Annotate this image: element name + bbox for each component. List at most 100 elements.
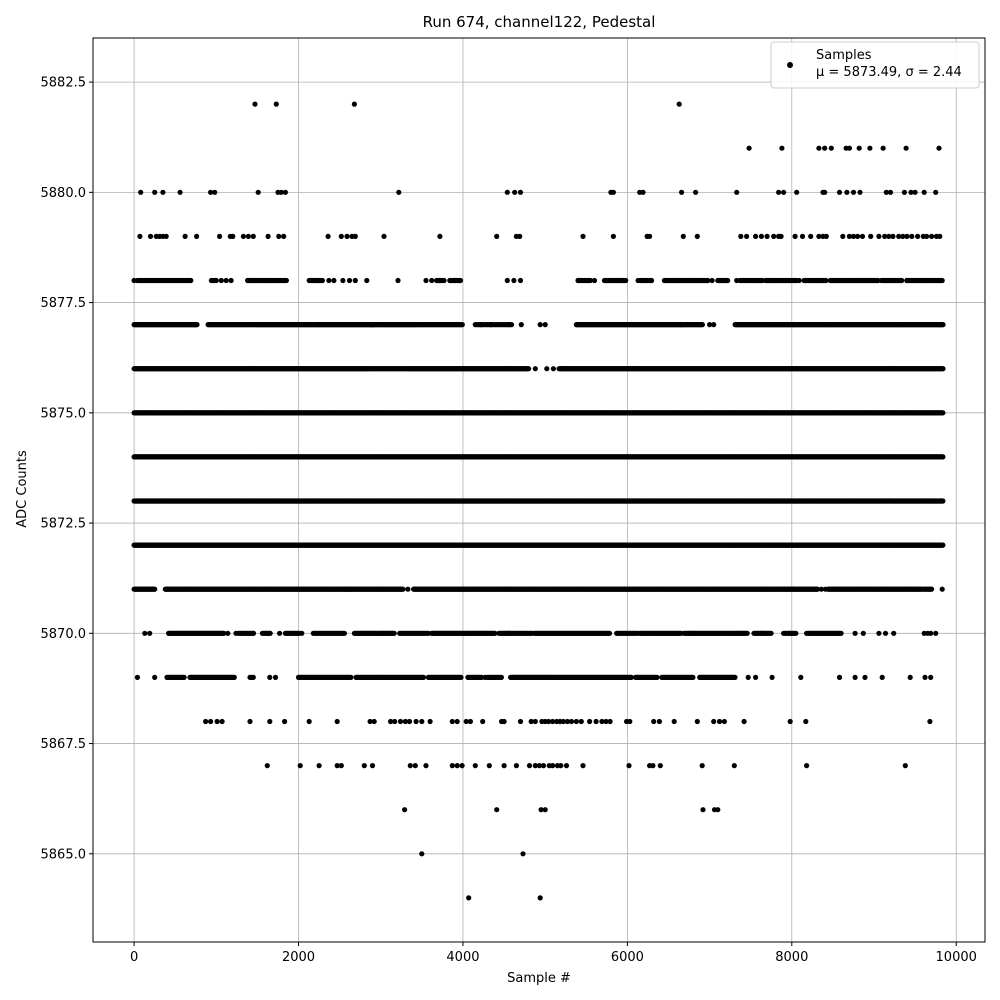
data-point <box>517 277 524 284</box>
data-point <box>883 189 889 195</box>
data-point <box>887 189 894 195</box>
data-point <box>846 233 853 239</box>
data-point <box>319 277 325 284</box>
data-point <box>781 189 787 195</box>
data-point <box>868 233 874 239</box>
data-point <box>544 366 550 372</box>
data-point <box>823 277 829 284</box>
data-point <box>680 233 686 239</box>
data-point <box>846 145 853 151</box>
data-point <box>758 233 765 239</box>
data-point <box>230 233 236 239</box>
data-point <box>734 189 740 195</box>
data-point <box>880 145 886 151</box>
data-point <box>904 233 910 239</box>
data-point <box>518 322 524 328</box>
data-point <box>537 322 543 328</box>
data-point <box>255 189 261 195</box>
data-point <box>939 277 945 284</box>
data-point <box>591 277 598 284</box>
data-points <box>131 101 946 901</box>
data-point <box>532 366 538 372</box>
data-point <box>273 101 279 107</box>
data-point <box>550 366 557 372</box>
data-point <box>364 277 370 284</box>
data-point <box>441 277 447 284</box>
data-point <box>526 366 532 372</box>
data-point <box>699 322 706 328</box>
data-point <box>580 233 586 239</box>
data-point <box>693 189 699 195</box>
data-point <box>213 277 219 284</box>
data-point <box>908 189 914 195</box>
data-point <box>331 277 337 284</box>
data-point <box>587 277 594 284</box>
data-point <box>836 189 843 195</box>
data-point <box>188 277 194 284</box>
data-point <box>276 233 282 239</box>
data-point <box>778 233 784 239</box>
data-point <box>828 145 834 151</box>
data-point <box>771 233 777 239</box>
data-point <box>816 233 822 239</box>
data-point <box>182 233 188 239</box>
data-point <box>940 322 946 328</box>
data-point <box>281 233 287 239</box>
data-point <box>725 277 731 284</box>
data-point <box>896 233 902 239</box>
data-point <box>517 189 524 195</box>
data-point <box>924 233 930 239</box>
data-point <box>936 145 942 151</box>
data-point <box>694 233 700 239</box>
data-point <box>823 233 829 239</box>
data-point <box>933 189 939 195</box>
data-point <box>776 189 782 195</box>
data-point <box>912 189 918 195</box>
data-point <box>512 189 518 195</box>
data-point <box>282 189 288 195</box>
data-point <box>340 277 346 284</box>
data-point <box>240 233 246 239</box>
data-point <box>228 277 234 284</box>
data-point <box>676 101 682 107</box>
data-point <box>875 277 881 284</box>
data-point <box>856 145 862 151</box>
data-point <box>396 189 402 195</box>
data-point <box>816 145 822 151</box>
data-point <box>217 233 223 239</box>
data-point <box>867 145 873 151</box>
data-point <box>707 322 713 328</box>
data-point <box>857 189 863 195</box>
data-point <box>504 189 510 195</box>
data-point <box>794 277 800 284</box>
data-point <box>250 233 256 239</box>
data-point <box>711 322 717 328</box>
data-point <box>152 189 158 195</box>
data-point <box>844 189 850 195</box>
data-point <box>890 233 896 239</box>
data-point <box>194 233 200 239</box>
data-point <box>779 145 785 151</box>
data-point <box>744 233 750 239</box>
data-point <box>344 233 350 239</box>
data-point <box>245 233 251 239</box>
data-point <box>679 189 685 195</box>
data-point <box>859 233 866 239</box>
data-point <box>792 233 798 239</box>
data-point <box>265 233 271 239</box>
data-point <box>610 189 617 195</box>
data-point <box>937 233 943 239</box>
data-point <box>381 233 387 239</box>
data-point <box>840 233 846 239</box>
data-point <box>459 322 465 328</box>
data-point <box>457 277 464 284</box>
data-point <box>351 101 357 107</box>
data-point <box>903 145 909 151</box>
data-point <box>517 233 523 239</box>
data-point <box>940 366 946 372</box>
data-point <box>709 277 715 284</box>
data-point <box>746 145 752 151</box>
data-point <box>882 233 888 239</box>
data-point <box>252 101 258 107</box>
